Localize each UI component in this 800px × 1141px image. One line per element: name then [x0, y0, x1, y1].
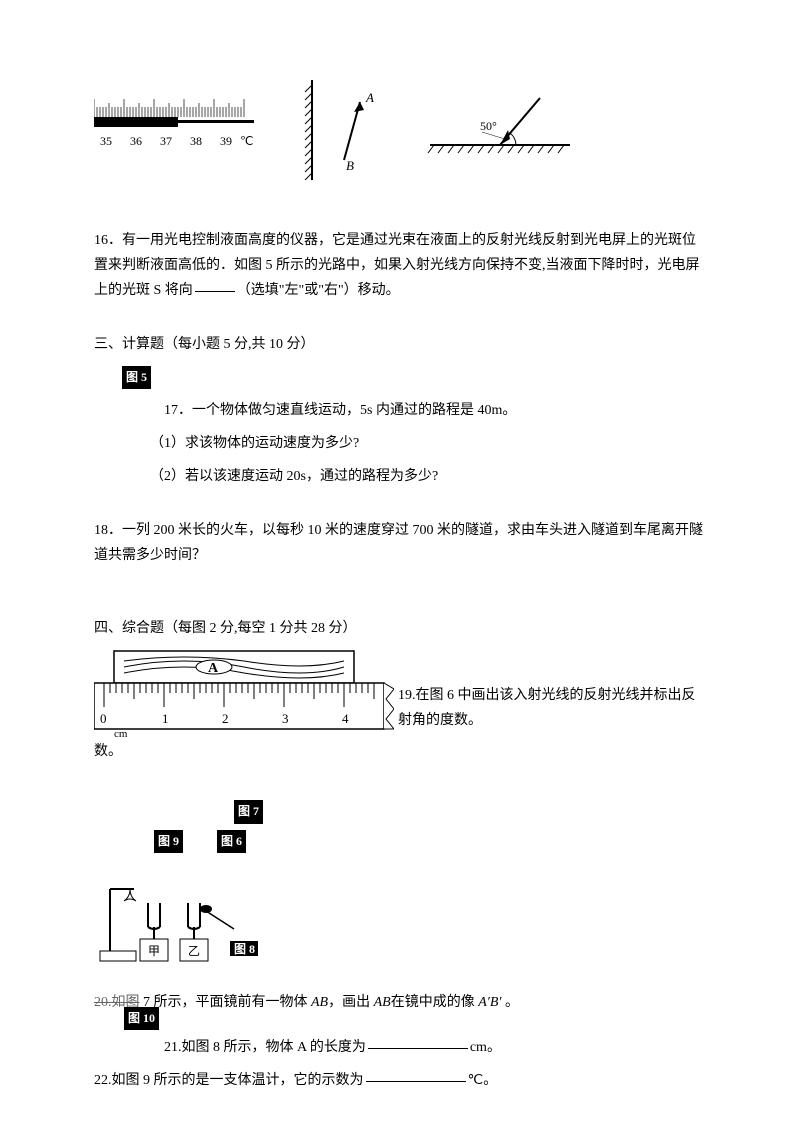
fig-labels-row: 图 7 [94, 800, 706, 824]
angle-50-figure: 50° [420, 90, 580, 170]
block-label: A [208, 661, 219, 676]
thermo-tick-37: 37 [160, 134, 172, 148]
figure-row-top: 35 36 37 38 39 ℃ [94, 80, 706, 180]
thermo-tick-38: 38 [190, 134, 202, 148]
section3-heading: 三、计算题（每小题 5 分,共 10 分） [94, 332, 706, 357]
fig5-label: 图 5 [94, 365, 706, 390]
fig6-label: 图 6 [217, 830, 246, 854]
ruler-4: 4 [342, 711, 349, 726]
label-B: B [346, 158, 354, 173]
q22: 22.如图 9 所示的是一支体温计，它的示数为℃。 [94, 1068, 706, 1093]
ruler-0: 0 [100, 711, 107, 726]
fig9-label: 图 9 [154, 830, 183, 854]
thermometer-figure: 35 36 37 38 39 ℃ [94, 95, 254, 165]
q19-end: 数。 [94, 739, 706, 764]
q21-blank[interactable] [368, 1033, 468, 1049]
thermo-tick-39: 39 [220, 134, 232, 148]
q21: 21.如图 8 所示，物体 A 的长度为cm。 [94, 1035, 706, 1060]
label-A: A [365, 90, 374, 105]
q17-intro: 17．一个物体做匀速直线运动，5s 内通过的路程是 40m。 [94, 398, 706, 423]
q22-blank[interactable] [366, 1066, 466, 1082]
svg-text:乙: 乙 [188, 944, 200, 958]
q17-1: （1）求该物体的运动速度为多少? [94, 431, 706, 456]
thermo-tick-36: 36 [130, 134, 142, 148]
thermo-unit: ℃ [240, 134, 253, 148]
q17-2: （2）若以该速度运动 20s，通过的路程为多少? [94, 464, 706, 489]
q16-tail: （选填"左"或"右"）移动。 [237, 283, 400, 298]
svg-text:图 8: 图 8 [234, 942, 255, 956]
q20: 20.如图 7 所示，平面镜前有一物体 AB，画出 AB在镜中成的像 A′B′ … [94, 990, 706, 1015]
section4-heading: 四、综合题（每图 2 分,每空 1 分共 28 分） [94, 616, 706, 641]
svg-text:甲: 甲 [148, 944, 160, 958]
q16-blank[interactable] [195, 276, 235, 292]
ruler-3: 3 [282, 711, 289, 726]
angle-label: 50° [480, 119, 497, 133]
ruler-row: A 0 1 2 3 4 cm 19. [94, 649, 706, 739]
ruler-figure: A 0 1 2 3 4 cm [94, 649, 394, 739]
mirror-ab-figure: A B [302, 80, 372, 180]
q19-text: 19.在图 6 中画出该入射光线的反射光线并标出反射角的度数。 [398, 683, 706, 739]
ruler-2: 2 [222, 711, 229, 726]
fig-labels-row2: 图 9 图 6 [94, 830, 706, 854]
q18: 18．一列 200 米长的火车，以每秒 10 米的速度穿过 700 米的隧道，求… [94, 518, 706, 568]
ruler-unit: cm [114, 728, 128, 739]
tuning-fork-figure: 甲 乙 图 8 图 8 [94, 881, 254, 966]
ruler-1: 1 [162, 711, 169, 726]
q16-text: 16．有一用光电控制液面高度的仪器，它是通过光束在液面上的反射光线反射到光电屏上… [94, 228, 706, 304]
fig7-label: 图 7 [234, 800, 263, 824]
thermo-tick-35: 35 [100, 134, 112, 148]
